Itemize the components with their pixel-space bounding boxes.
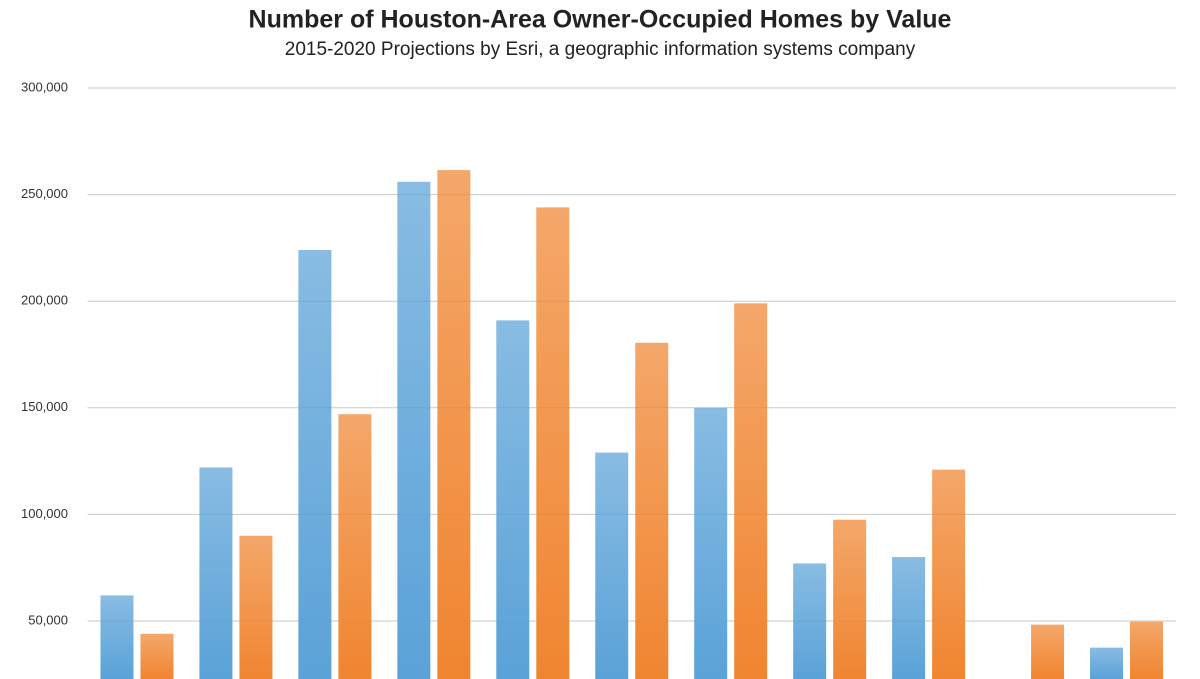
- bar: [536, 207, 570, 679]
- y-tick-label: 250,000: [21, 186, 68, 201]
- bar: [734, 303, 768, 679]
- bar: [298, 250, 332, 679]
- bar: [1130, 621, 1164, 679]
- bar: [437, 170, 471, 679]
- bar: [496, 320, 530, 679]
- bar: [833, 519, 867, 679]
- y-tick-label: 50,000: [28, 612, 68, 627]
- y-tick-label: 150,000: [21, 399, 68, 414]
- bar: [338, 414, 372, 679]
- bar: [694, 407, 728, 679]
- bar: [793, 563, 827, 679]
- bar: [595, 452, 629, 679]
- bar: [1090, 647, 1124, 679]
- bar: [635, 342, 669, 679]
- bar: [892, 557, 926, 679]
- bar: [140, 633, 174, 679]
- bar: [397, 181, 431, 679]
- bar: [932, 469, 966, 679]
- chart-subtitle: 2015-2020 Projections by Esri, a geograp…: [285, 39, 916, 60]
- bar: [1031, 624, 1065, 679]
- bar: [199, 467, 233, 679]
- y-tick-label: 300,000: [21, 79, 68, 94]
- y-tick-label: 100,000: [21, 506, 68, 521]
- bar: [100, 595, 134, 679]
- bar: [239, 535, 273, 679]
- chart-title: Number of Houston-Area Owner-Occupied Ho…: [249, 6, 952, 34]
- y-tick-label: 200,000: [21, 293, 68, 308]
